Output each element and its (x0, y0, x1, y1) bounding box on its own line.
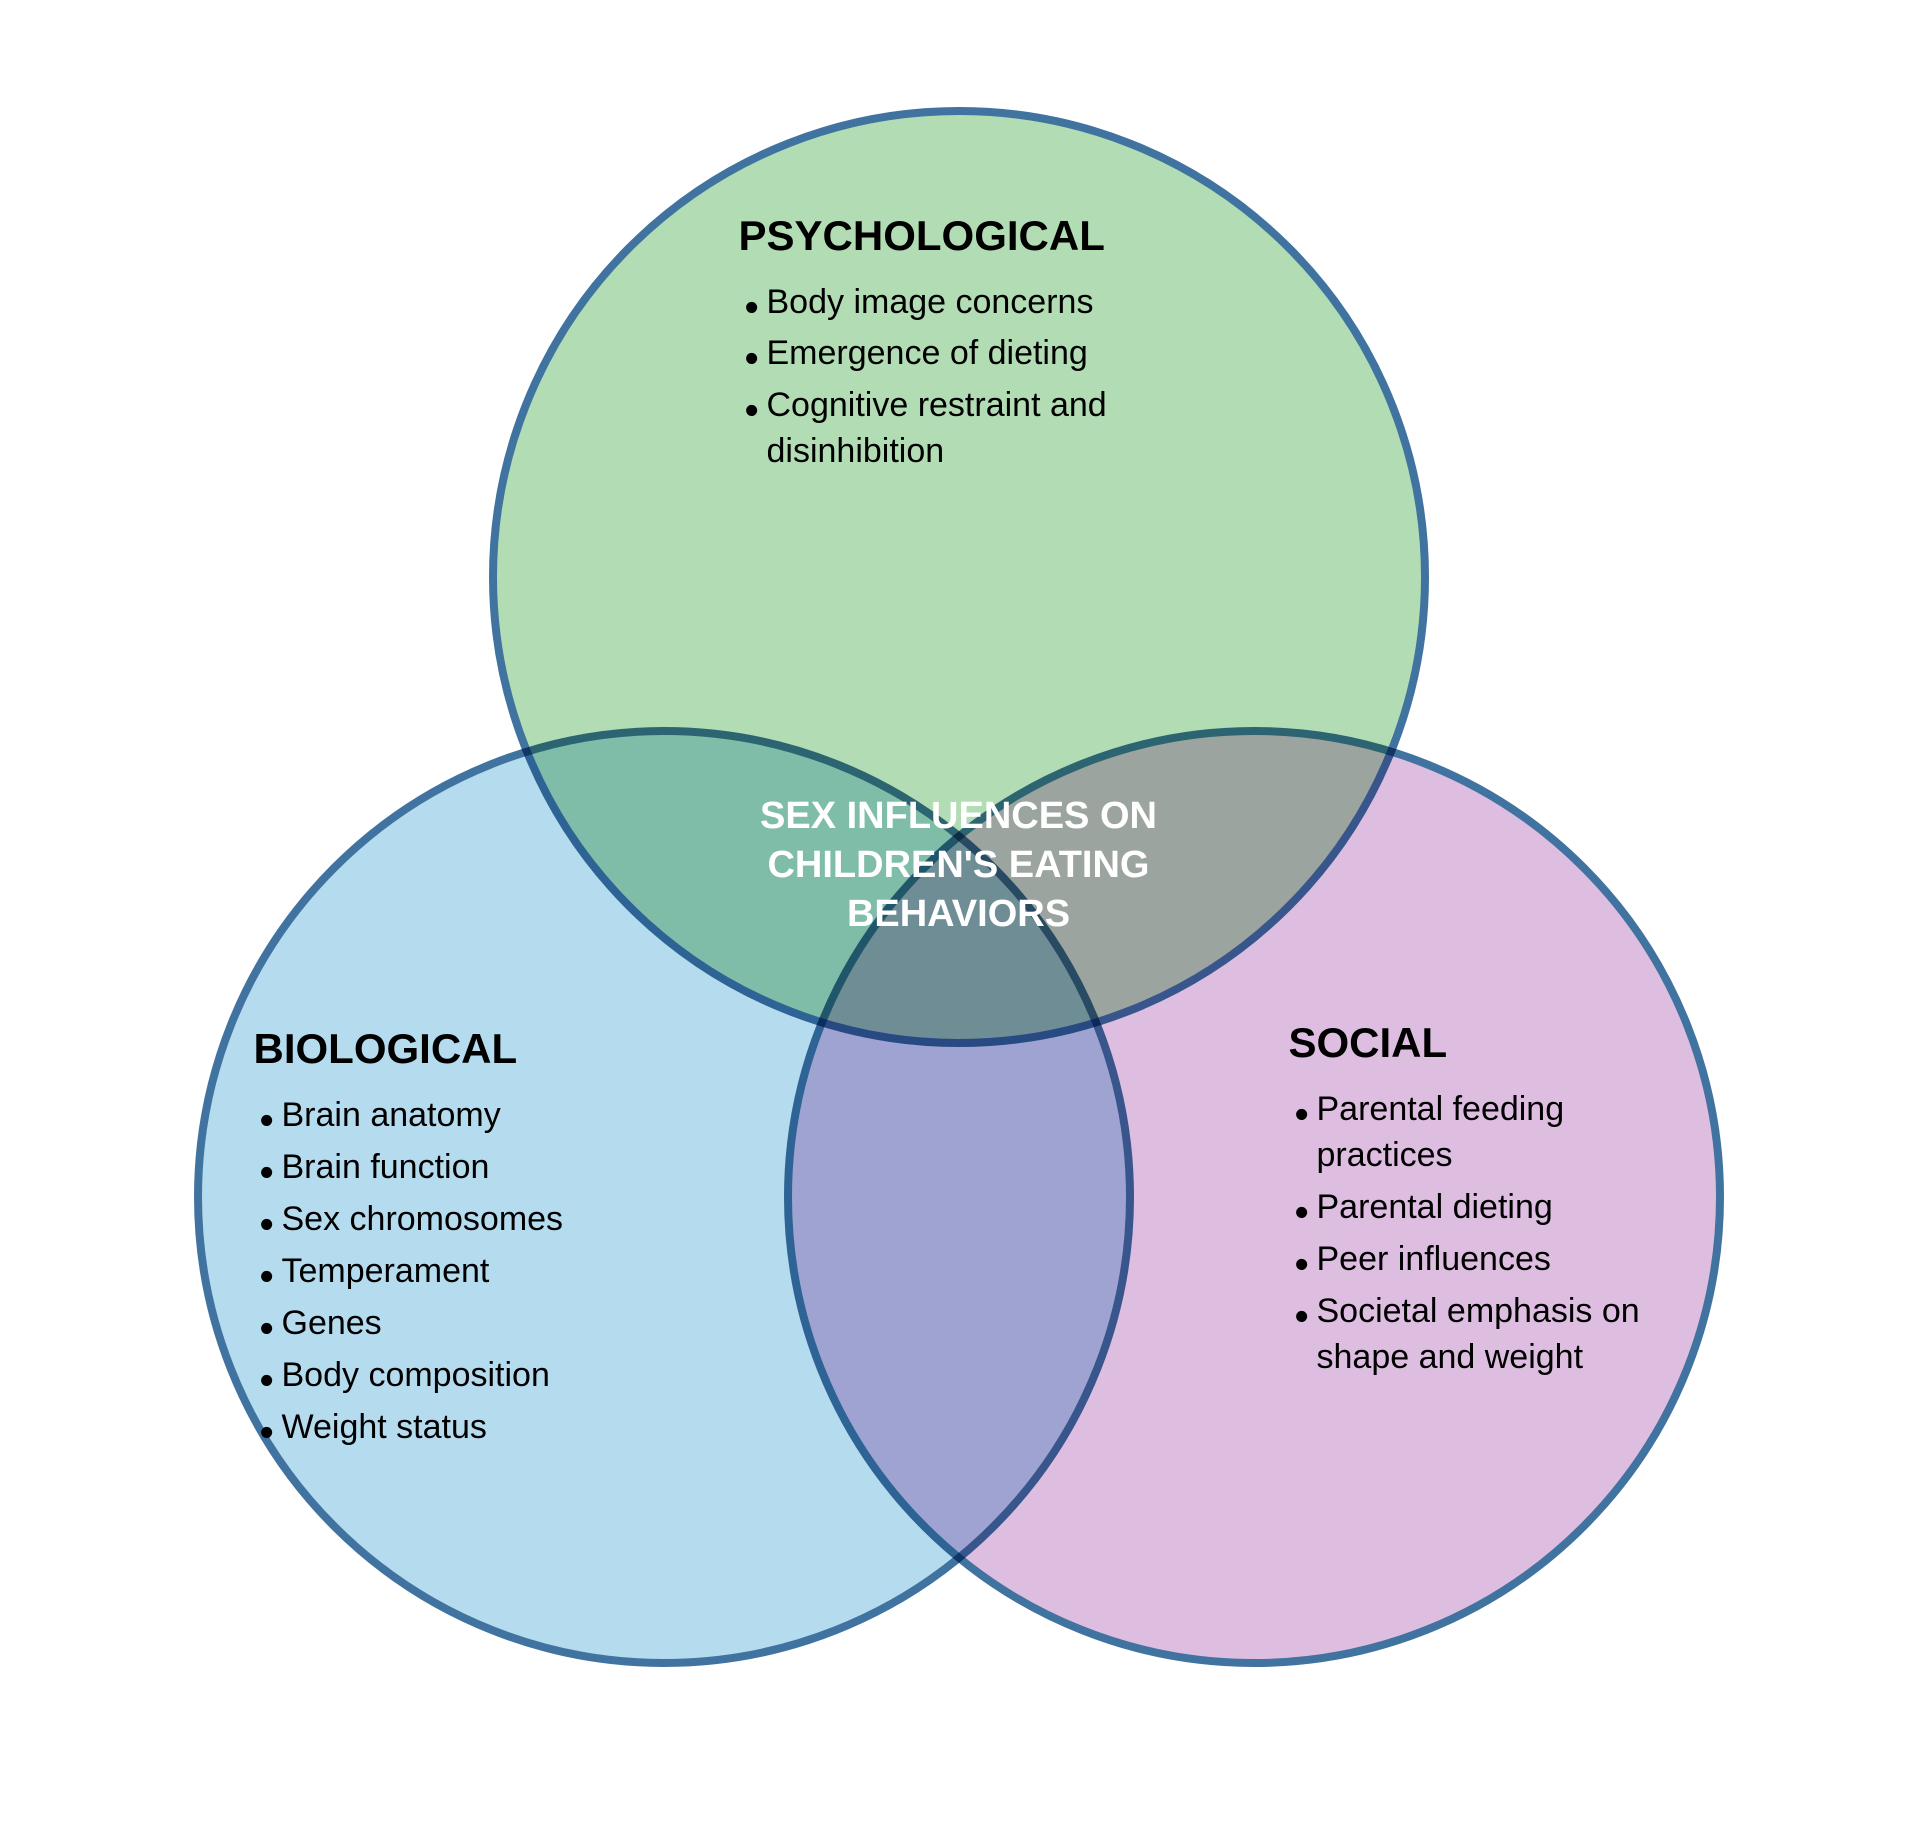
list-item: Emergence of dieting (739, 331, 1179, 377)
title-biological: BIOLOGICAL (254, 1025, 664, 1073)
list-item: Peer influences (1289, 1237, 1679, 1283)
content-biological: BIOLOGICAL Brain anatomy Brain function … (254, 1025, 664, 1456)
title-psychological: PSYCHOLOGICAL (739, 212, 1179, 260)
list-item: Sex chromosomes (254, 1197, 664, 1243)
content-social: SOCIAL Parental feeding practices Parent… (1289, 1019, 1679, 1386)
center-title: SEX INFLUENCES ON CHILDREN'S EATING BEHA… (759, 791, 1159, 939)
list-biological: Brain anatomy Brain function Sex chromos… (254, 1093, 664, 1450)
list-item: Cognitive restraint and disinhibition (739, 383, 1179, 475)
venn-diagram: PSYCHOLOGICAL Body image concerns Emerge… (109, 67, 1809, 1767)
list-item: Parental feeding practices (1289, 1087, 1679, 1179)
list-psychological: Body image concerns Emergence of dieting… (739, 280, 1179, 476)
list-item: Societal emphasis on shape and weight (1289, 1289, 1679, 1381)
list-item: Parental dieting (1289, 1185, 1679, 1231)
list-item: Body image concerns (739, 280, 1179, 326)
content-psychological: PSYCHOLOGICAL Body image concerns Emerge… (739, 212, 1179, 482)
list-item: Temperament (254, 1249, 664, 1295)
title-social: SOCIAL (1289, 1019, 1679, 1067)
list-social: Parental feeding practices Parental diet… (1289, 1087, 1679, 1380)
list-item: Body composition (254, 1353, 664, 1399)
list-item: Brain function (254, 1145, 664, 1191)
list-item: Weight status (254, 1405, 664, 1451)
list-item: Brain anatomy (254, 1093, 664, 1139)
list-item: Genes (254, 1301, 664, 1347)
